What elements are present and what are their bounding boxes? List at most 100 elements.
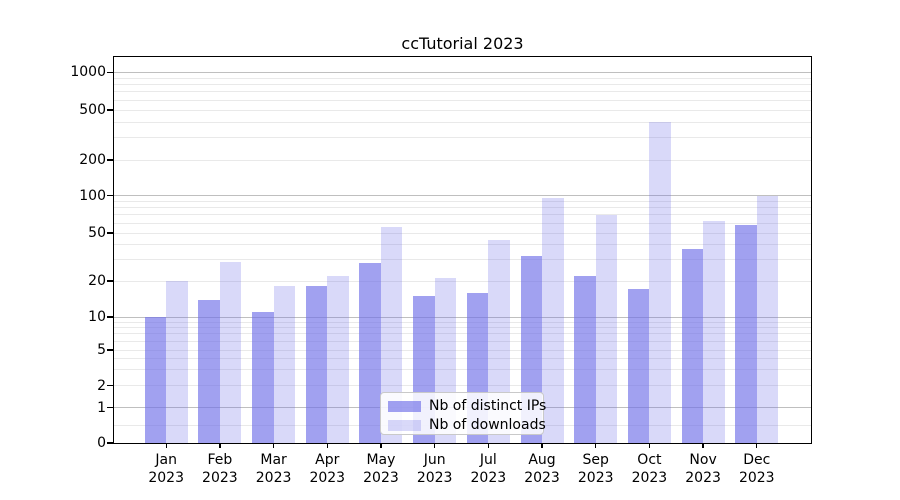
- bar-downloads-apr: [327, 276, 349, 443]
- bar-distinct-ips-apr: [305, 286, 328, 443]
- gridline-minor: [114, 200, 811, 202]
- x-tick-mark: [541, 443, 543, 448]
- y-tick-label: 50: [88, 225, 106, 241]
- bar-downloads-mar: [273, 286, 296, 443]
- gridline-minor: [114, 232, 811, 234]
- y-tick-label: 500: [79, 102, 106, 118]
- x-tick-label-jan: Jan 2023: [148, 452, 184, 486]
- legend-swatch-downloads: [388, 419, 421, 431]
- legend-swatch-distinct-ips: [388, 400, 421, 412]
- gridline-minor: [114, 333, 811, 335]
- x-tick-label-aug: Aug 2023: [524, 452, 560, 486]
- y-tick-mark: [107, 232, 113, 234]
- bar-downloads-nov: [703, 220, 725, 443]
- bar-distinct-ips-oct: [627, 289, 650, 443]
- y-tick-mark: [107, 159, 113, 161]
- bar-distinct-ips-jan: [144, 317, 167, 443]
- gridline-minor: [114, 244, 811, 246]
- bar-downloads-oct: [649, 122, 671, 443]
- x-tick-mark: [165, 443, 167, 448]
- plot-area: [113, 56, 812, 444]
- x-tick-label-sep: Sep 2023: [577, 452, 614, 486]
- y-tick-label: 1: [97, 399, 106, 416]
- y-tick-label: 20: [88, 273, 106, 289]
- gridline-minor: [114, 137, 811, 139]
- x-tick-label-feb: Feb 2023: [202, 452, 238, 486]
- x-tick-label-apr: Apr 2023: [309, 452, 346, 486]
- gridline-minor: [114, 83, 811, 85]
- x-tick-mark: [219, 443, 221, 448]
- gridline-minor: [114, 259, 811, 261]
- bar-downloads-aug: [542, 197, 564, 443]
- bar-downloads-may: [380, 226, 403, 443]
- y-tick-mark: [107, 384, 113, 387]
- x-tick-label-jun: Jun 2023: [416, 452, 453, 486]
- gridline-minor: [114, 340, 811, 342]
- legend-item-downloads: Nb of downloads: [388, 416, 546, 434]
- gridline-minor: [114, 77, 811, 79]
- gridline-minor: [114, 358, 811, 360]
- gridline-minor: [114, 214, 811, 216]
- bar-distinct-ips-feb: [198, 299, 220, 443]
- x-tick-mark: [326, 443, 328, 448]
- y-tick-label: 2: [97, 377, 106, 394]
- y-tick-mark: [107, 349, 113, 351]
- gridline-minor: [114, 91, 811, 93]
- x-tick-label-may: May 2023: [363, 452, 399, 486]
- bar-distinct-ips-dec: [735, 224, 757, 443]
- y-tick-mark: [107, 71, 113, 73]
- legend: Nb of distinct IPs Nb of downloads: [380, 392, 546, 435]
- y-tick-mark: [107, 442, 113, 444]
- gridline-minor: [114, 369, 811, 371]
- x-tick-mark: [702, 443, 704, 448]
- legend-item-distinct-ips: Nb of distinct IPs: [388, 397, 546, 415]
- gridline-major: [114, 316, 811, 318]
- y-tick-label: 0: [97, 435, 106, 451]
- y-tick-mark: [107, 316, 113, 318]
- gridline-minor: [114, 327, 811, 329]
- x-tick-label-dec: Dec 2023: [738, 452, 775, 486]
- gridline-minor: [114, 321, 811, 323]
- y-tick-label: 100: [79, 187, 106, 204]
- bar-distinct-ips-may: [359, 263, 381, 443]
- legend-label-distinct-ips: Nb of distinct IPs: [429, 398, 547, 414]
- x-tick-mark: [272, 443, 275, 448]
- gridline-major: [114, 71, 811, 73]
- gridline-minor: [114, 222, 811, 224]
- bar-downloads-feb: [219, 261, 242, 443]
- x-tick-label-jul: Jul 2023: [470, 452, 507, 486]
- y-tick-label: 200: [79, 152, 106, 168]
- y-tick-label: 1000: [70, 64, 106, 81]
- y-tick-label: 10: [88, 309, 106, 325]
- bar-downloads-jan: [166, 281, 188, 443]
- gridline-minor: [114, 109, 811, 111]
- gridline-minor: [114, 121, 811, 123]
- gridline-minor: [114, 385, 811, 386]
- bar-downloads-sep: [595, 214, 618, 443]
- x-tick-mark: [380, 443, 382, 448]
- gridline-minor: [114, 280, 811, 282]
- gridline-minor: [114, 349, 811, 351]
- bar-distinct-ips-nov: [681, 248, 704, 443]
- y-tick-mark: [107, 280, 113, 282]
- gridline-major: [114, 195, 811, 196]
- bar-downloads-dec: [756, 195, 779, 443]
- x-tick-label-oct: Oct 2023: [631, 452, 668, 486]
- gridline-minor: [114, 99, 811, 101]
- y-tick-mark: [107, 109, 113, 111]
- x-tick-label-mar: Mar 2023: [255, 452, 292, 486]
- legend-label-downloads: Nb of downloads: [429, 417, 546, 433]
- y-tick-mark: [107, 194, 113, 197]
- x-tick-mark: [487, 443, 490, 448]
- y-tick-mark: [107, 406, 113, 409]
- bar-distinct-ips-sep: [574, 276, 596, 443]
- x-tick-label-nov: Nov 2023: [685, 452, 721, 486]
- gridline-minor: [114, 207, 811, 209]
- chart-title: ccTutorial 2023: [401, 34, 524, 53]
- x-tick-mark: [648, 443, 651, 448]
- x-tick-mark: [756, 443, 758, 448]
- x-tick-mark: [433, 443, 436, 448]
- x-tick-mark: [595, 443, 597, 448]
- y-tick-label: 5: [97, 342, 106, 358]
